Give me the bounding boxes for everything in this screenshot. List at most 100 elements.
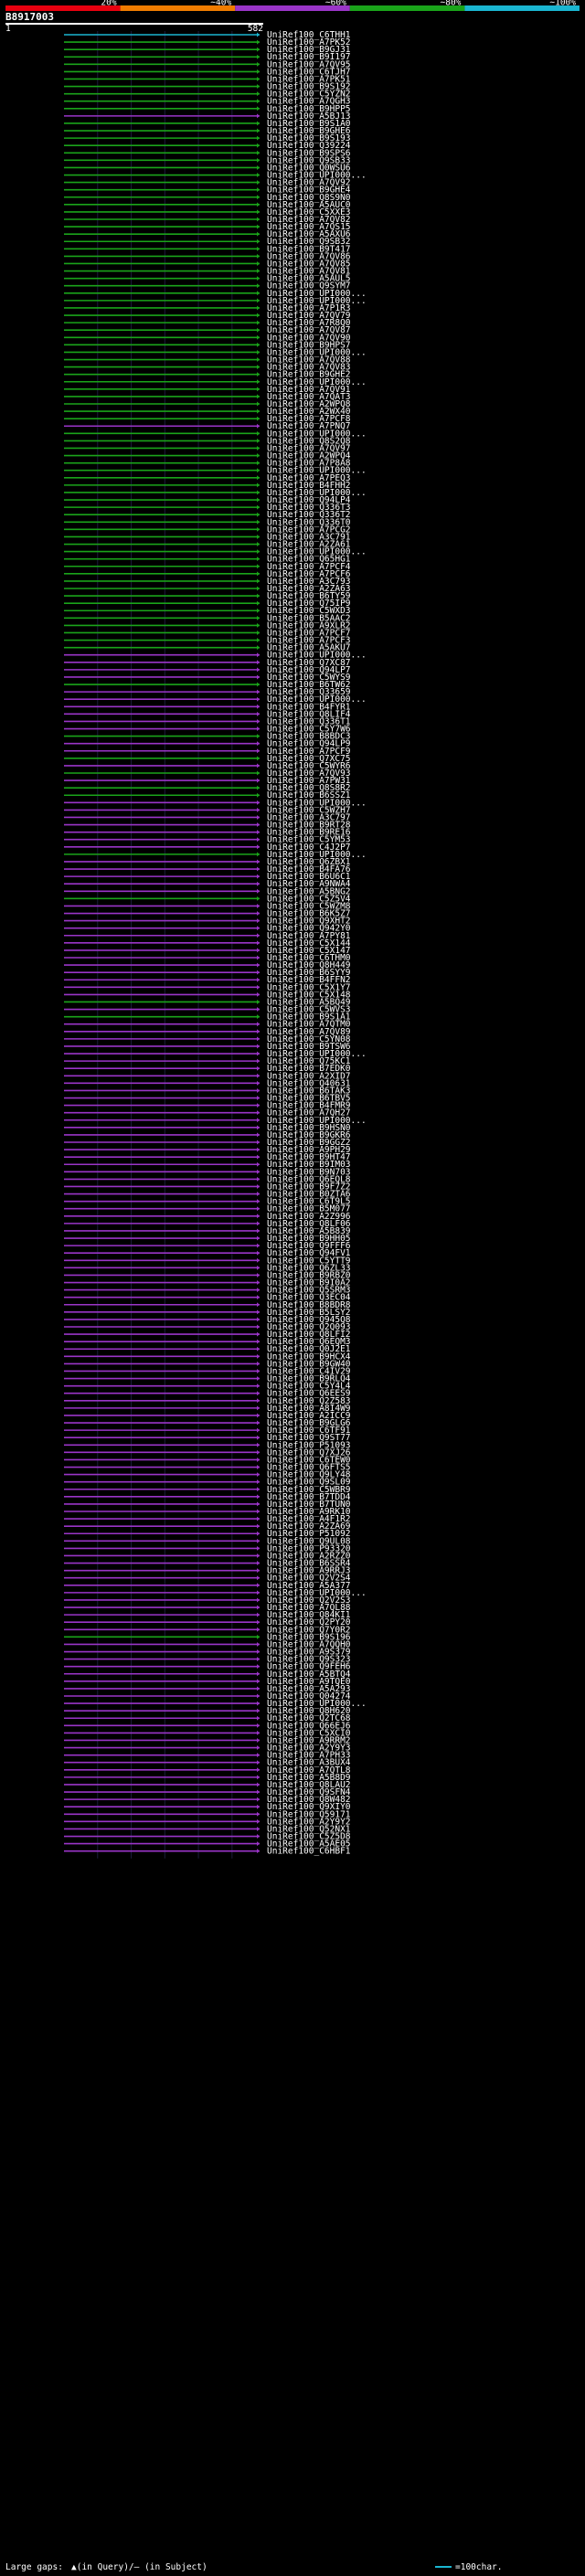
hit-label: UniRef100_A5AUC0: [267, 200, 351, 210]
hit-arrow: [257, 948, 260, 953]
hit-label: UniRef100_B6TBV5: [267, 1094, 351, 1104]
hit-arrow: [257, 1597, 260, 1603]
hit-label: UniRef100_P51093: [267, 1440, 351, 1450]
hit-arrow: [257, 682, 260, 687]
hit-arrow: [257, 1775, 260, 1780]
hit-arrow: [257, 1568, 260, 1574]
hit-label: UniRef100_A7QTL8: [267, 1765, 351, 1776]
hit-label: UniRef100_B9HH05: [267, 1234, 351, 1244]
hit-arrow: [257, 1841, 260, 1847]
hit-label: UniRef100_A7QH27: [267, 1108, 351, 1118]
hit-label: UniRef100_A7R8Q0: [267, 318, 351, 328]
hit-label: UniRef100_Q0WSU6: [267, 163, 351, 173]
hit-label: UniRef100_Q6EES9: [267, 1389, 351, 1399]
hit-label: UniRef100_A7QAT3: [267, 392, 351, 402]
hit-label: UniRef100_B8BDR8: [267, 1300, 351, 1310]
hit-label: UniRef100_Q2Z583: [267, 1396, 351, 1406]
hit-arrow: [257, 1036, 260, 1042]
hit-arrow: [257, 1619, 260, 1625]
hit-arrow: [257, 1649, 260, 1655]
hit-arrow: [257, 600, 260, 606]
hit-label: UniRef100_A7PNQ7: [267, 421, 351, 431]
footer-gap-marks: ▲(in Query)/— (in Subject): [71, 2562, 207, 2572]
hit-label: UniRef100_B9GW40: [267, 1359, 351, 1369]
hit-label: UniRef100_B9HSN0: [267, 1123, 351, 1133]
hit-label: UniRef100_UPI000...: [267, 429, 367, 439]
hit-arrow: [257, 1442, 260, 1447]
hit-arrow: [257, 128, 260, 133]
hit-arrow: [257, 1657, 260, 1662]
legend-label: 20%: [101, 0, 116, 8]
hit-label: UniRef100_Q336T0: [267, 517, 351, 527]
hit-arrow: [257, 1176, 260, 1182]
hit-label: UniRef100_UPI000...: [267, 798, 367, 808]
hit-label: UniRef100_UPI000...: [267, 171, 367, 181]
hit-label: UniRef100_Q7XC75: [267, 754, 351, 764]
hit-arrow: [257, 497, 260, 503]
hit-arrow: [257, 778, 260, 783]
hit-label: UniRef100_A4F1R2: [267, 1514, 351, 1524]
hit-label: UniRef100_B4FMR9: [267, 1101, 351, 1111]
hit-label: UniRef100_A2ZA61: [267, 540, 351, 550]
legend-swatch: [5, 5, 121, 11]
hit-arrow: [257, 1339, 260, 1344]
hit-arrow: [257, 1465, 260, 1470]
hit-label: UniRef100_A5BJ13: [267, 111, 351, 122]
hit-label: UniRef100_Q8LIF4: [267, 709, 351, 719]
hit-arrow: [257, 1183, 260, 1189]
hit-arrow: [257, 1538, 260, 1543]
hit-label: UniRef100_B9RT28: [267, 821, 351, 831]
hit-label: UniRef100_C5WYS9: [267, 673, 351, 683]
hit-label: UniRef100_Q9S323: [267, 1655, 351, 1665]
hit-label: UniRef100_C5WYR6: [267, 761, 351, 771]
hit-arrow: [257, 1523, 260, 1529]
hit-label: UniRef100_C5Z5V4: [267, 894, 351, 904]
hit-label: UniRef100_A7QV82: [267, 215, 351, 225]
hit-arrow: [257, 394, 260, 399]
hit-label: UniRef100_P51092: [267, 1529, 351, 1539]
hit-arrow: [257, 837, 260, 843]
hit-arrow: [257, 1612, 260, 1617]
hit-label: UniRef100_A5A293: [267, 1684, 351, 1694]
hit-label: UniRef100_Q94LP4: [267, 495, 351, 505]
hit-label: UniRef100_Q8H449: [267, 960, 351, 970]
hit-label: UniRef100_Q6EQL8: [267, 1174, 351, 1184]
hit-arrow: [257, 61, 260, 67]
hit-label: UniRef100_A3C791: [267, 532, 351, 542]
hit-arrow: [257, 534, 260, 539]
hit-arrow: [257, 1317, 260, 1322]
hit-label: UniRef100_UPI000...: [267, 1588, 367, 1598]
hit-arrow: [257, 1723, 260, 1728]
hit-label: UniRef100_Q9LY48: [267, 1470, 351, 1480]
hit-arrow: [257, 1634, 260, 1639]
hit-label: UniRef100_A5B8D9: [267, 1773, 351, 1783]
hit-arrow: [257, 955, 260, 960]
hit-arrow: [257, 1007, 260, 1012]
hit-arrow: [257, 874, 260, 879]
hit-arrow: [257, 940, 260, 946]
hit-arrow: [257, 593, 260, 599]
hit-label: UniRef100_Q75IP9: [267, 599, 351, 609]
hit-label: UniRef100_A7PK51: [267, 74, 351, 84]
hit-label: UniRef100_C5YN08: [267, 1034, 351, 1044]
hit-arrow: [257, 608, 260, 613]
hit-label: UniRef100_Q8LAU2: [267, 1780, 351, 1790]
hit-arrow: [257, 674, 260, 680]
hit-label: UniRef100_B9IM03: [267, 1160, 351, 1170]
hit-label: UniRef100_A7QV97: [267, 443, 351, 453]
hit-label: UniRef100_Q3EC04: [267, 1293, 351, 1303]
hit-arrow: [257, 578, 260, 584]
hit-label: UniRef100_A7QV85: [267, 259, 351, 269]
hit-label: UniRef100_A7PCF8: [267, 414, 351, 424]
hit-arrow: [257, 711, 260, 716]
hit-label: UniRef100_A5AXU6: [267, 229, 351, 239]
hit-label: UniRef100_Q6ZL33: [267, 1263, 351, 1273]
hit-arrow: [257, 1214, 260, 1219]
hit-label: UniRef100_A5AE05: [267, 1839, 351, 1850]
hit-arrow: [257, 1228, 260, 1234]
hit-label: UniRef100_B6TAK3: [267, 1086, 351, 1096]
hit-label: UniRef100_C5X148: [267, 990, 351, 1000]
hit-label: UniRef100_A7QV95: [267, 59, 351, 69]
hit-label: UniRef100_A5BTQ4: [267, 1670, 351, 1680]
hit-label: UniRef100_Q8H620: [267, 1706, 351, 1716]
